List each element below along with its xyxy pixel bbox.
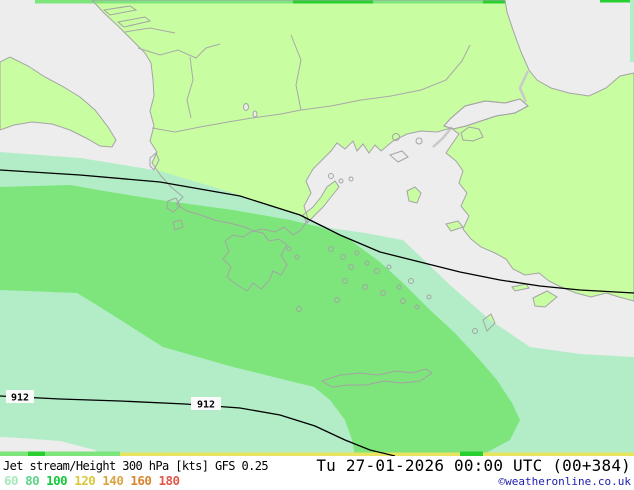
bosphorus-strait xyxy=(518,70,530,103)
legend-value-100: 100 xyxy=(46,473,68,488)
height-contours: 912 912 xyxy=(0,169,634,456)
map-title: Jet stream/Height 300 hPa [kts] GFS 0.25 xyxy=(3,459,269,473)
lakes xyxy=(243,103,258,118)
small-islands xyxy=(149,133,432,312)
contour-label-text: 912 xyxy=(197,400,215,411)
country-borders xyxy=(124,27,471,133)
valid-time: Tu 27-01-2026 00:00 UTC (00+384) xyxy=(316,456,631,475)
contour-label-west: 912 xyxy=(6,390,34,404)
copyright-link[interactable]: ©weatheronline.co.uk xyxy=(498,475,631,488)
height-contour-upper xyxy=(0,169,634,294)
legend-value-180: 180 xyxy=(158,473,180,488)
legend-value-120: 120 xyxy=(74,473,96,488)
jet-band-80kt xyxy=(0,185,520,456)
legend-value-60: 60 xyxy=(4,473,19,488)
height-contour-lower xyxy=(0,395,396,456)
legend-value-140: 140 xyxy=(102,473,124,488)
contour-label-center: 912 xyxy=(191,397,221,411)
contour-label-text: 912 xyxy=(11,393,29,404)
edge-strips xyxy=(0,0,634,456)
legend-scale: 60 80 100 120 140 160 180 xyxy=(4,473,187,488)
weather-map: 912 912 xyxy=(0,0,634,456)
jet-stream-bands xyxy=(0,152,634,456)
legend-value-80: 80 xyxy=(25,473,40,488)
caption-bar: Jet stream/Height 300 hPa [kts] GFS 0.25… xyxy=(0,456,634,490)
dardanelles-strait xyxy=(432,126,453,148)
legend-value-160: 160 xyxy=(130,473,152,488)
coastline-overlay xyxy=(0,0,634,388)
